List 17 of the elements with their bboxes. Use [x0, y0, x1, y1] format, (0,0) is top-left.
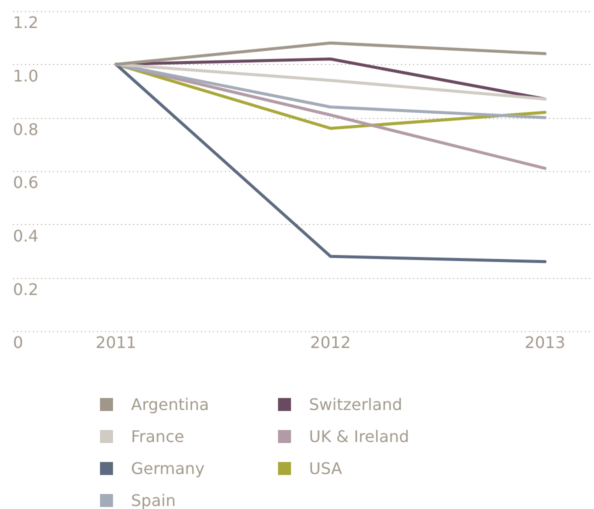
legend-label: USA	[309, 458, 342, 478]
legend-label: Argentina	[131, 394, 210, 414]
x-tick-label: 2011	[96, 333, 136, 352]
y-tick-label: 1.2	[13, 13, 38, 32]
y-tick-label: 0.2	[13, 280, 38, 299]
legend-label: Germany	[131, 458, 205, 478]
x-tick-label: 2012	[310, 333, 351, 352]
y-tick-label: 0.8	[13, 120, 38, 139]
legend-label: Switzerland	[309, 394, 402, 414]
y-tick-label: 0.6	[13, 173, 38, 192]
legend-label: France	[131, 426, 184, 446]
y-tick-label: 0.4	[13, 226, 38, 246]
x-tick-label: 2013	[524, 333, 566, 352]
legend-label: UK & Ireland	[309, 426, 410, 446]
legend-label: Spain	[131, 490, 176, 509]
y-tick-label: 1.0	[13, 66, 38, 86]
y-tick-label: 0	[13, 333, 24, 352]
